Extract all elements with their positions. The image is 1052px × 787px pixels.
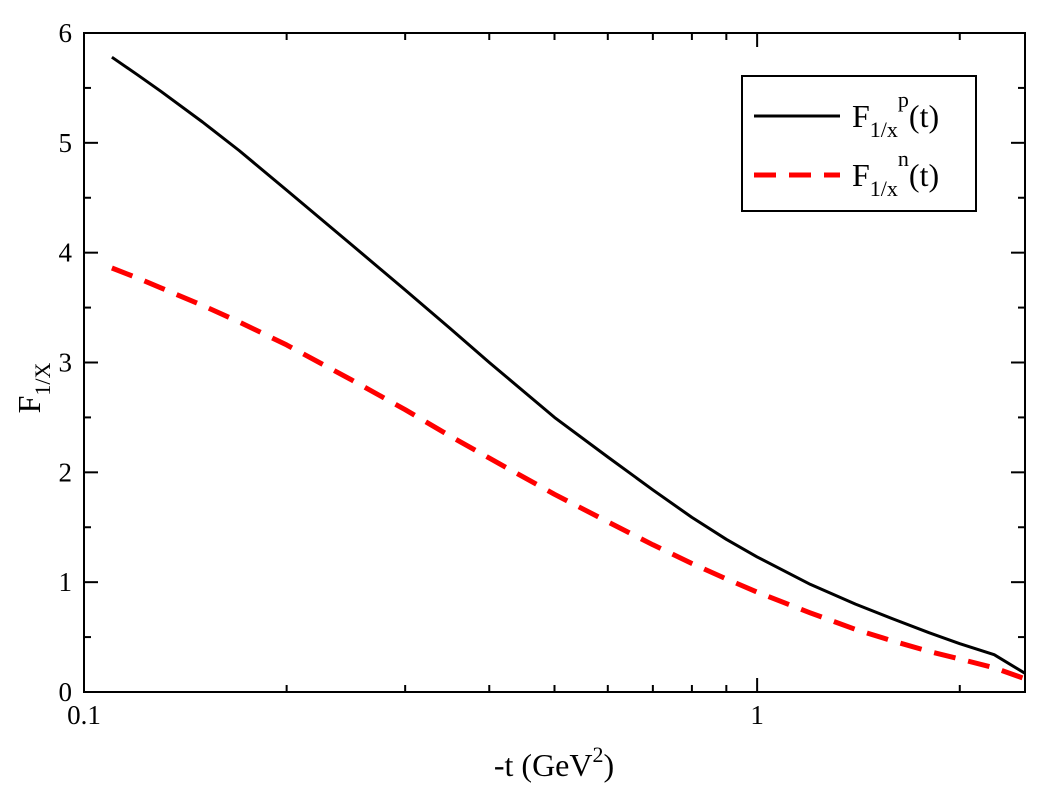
axis-titles: -t (GeV2) F1/X [11,362,614,783]
y-tick-label: 2 [59,457,73,487]
y-tick-label: 3 [59,348,73,378]
y-tick-label: 0 [59,677,73,707]
x-tick-label: 0.1 [67,700,101,730]
x-axis-label: -t (GeV2) [494,742,614,783]
x-tick-label: 1 [750,700,764,730]
y-tick-label: 6 [59,18,73,48]
legend: F1/xp(t)F1/xn(t) [741,75,977,212]
series-line-n [110,265,1026,682]
legend-label-n: F1/xn(t) [852,146,939,201]
curves [110,55,1026,682]
series-line-p [111,55,1026,675]
y-axis-label: F1/X [11,362,55,413]
legend-label-p: F1/xp(t) [852,87,939,142]
y-tick-label: 5 [59,128,73,158]
axes: 0 1 2 3 4 5 6 0.1 1 [59,18,1025,730]
legend-box [741,75,977,212]
y-tick-label: 4 [59,238,73,268]
y-tick-label: 1 [59,567,73,597]
